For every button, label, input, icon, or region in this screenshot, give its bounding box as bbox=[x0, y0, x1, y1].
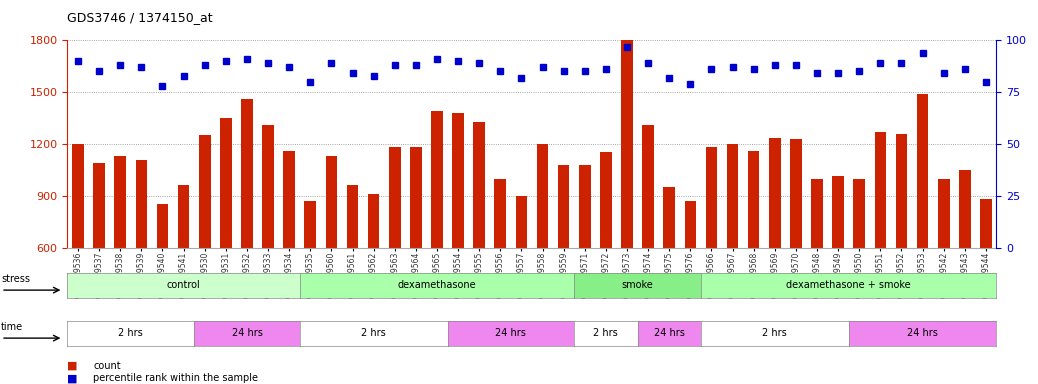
Text: 2 hrs: 2 hrs bbox=[361, 328, 386, 338]
Bar bbox=[347, 185, 358, 248]
Bar bbox=[917, 94, 928, 248]
Bar bbox=[812, 179, 823, 248]
Bar bbox=[389, 147, 401, 248]
Bar bbox=[853, 179, 865, 248]
Text: 24 hrs: 24 hrs bbox=[495, 328, 526, 338]
Text: time: time bbox=[1, 322, 23, 332]
Bar bbox=[938, 179, 950, 248]
Bar bbox=[304, 201, 317, 248]
Text: dexamethasone + smoke: dexamethasone + smoke bbox=[787, 280, 911, 290]
Bar bbox=[453, 113, 464, 248]
Bar bbox=[326, 156, 337, 248]
Bar bbox=[473, 121, 485, 248]
Bar bbox=[73, 144, 84, 248]
Bar bbox=[516, 196, 527, 248]
Bar bbox=[177, 185, 189, 248]
Text: ■: ■ bbox=[67, 361, 78, 371]
Bar bbox=[727, 144, 738, 248]
Text: control: control bbox=[167, 280, 200, 290]
Bar bbox=[875, 132, 886, 248]
Bar bbox=[832, 176, 844, 248]
Bar bbox=[684, 201, 696, 248]
Bar bbox=[410, 147, 421, 248]
Text: ■: ■ bbox=[67, 373, 78, 383]
Bar bbox=[747, 151, 760, 248]
Bar bbox=[157, 205, 168, 248]
Bar bbox=[263, 125, 274, 248]
Bar bbox=[537, 144, 548, 248]
Text: 24 hrs: 24 hrs bbox=[654, 328, 685, 338]
Text: count: count bbox=[93, 361, 121, 371]
Bar bbox=[557, 165, 570, 248]
Bar bbox=[790, 139, 801, 248]
Bar bbox=[367, 194, 380, 248]
Bar bbox=[769, 138, 781, 248]
Bar bbox=[114, 156, 126, 248]
Bar bbox=[980, 199, 991, 248]
Bar bbox=[136, 160, 147, 248]
Text: 24 hrs: 24 hrs bbox=[231, 328, 263, 338]
Bar bbox=[431, 111, 443, 248]
Text: 2 hrs: 2 hrs bbox=[118, 328, 143, 338]
Bar bbox=[600, 152, 611, 248]
Bar bbox=[241, 99, 252, 248]
Text: GDS3746 / 1374150_at: GDS3746 / 1374150_at bbox=[67, 12, 213, 25]
Text: 2 hrs: 2 hrs bbox=[594, 328, 619, 338]
Bar bbox=[643, 125, 654, 248]
Bar bbox=[959, 170, 971, 248]
Bar bbox=[199, 136, 211, 248]
Bar bbox=[579, 165, 591, 248]
Bar bbox=[706, 147, 717, 248]
Bar bbox=[663, 187, 675, 248]
Text: 2 hrs: 2 hrs bbox=[762, 328, 787, 338]
Bar bbox=[896, 134, 907, 248]
Bar bbox=[621, 40, 633, 248]
Text: percentile rank within the sample: percentile rank within the sample bbox=[93, 373, 258, 383]
Bar bbox=[283, 151, 295, 248]
Text: stress: stress bbox=[1, 274, 30, 284]
Bar bbox=[93, 163, 105, 248]
Text: dexamethasone: dexamethasone bbox=[398, 280, 476, 290]
Text: 24 hrs: 24 hrs bbox=[907, 328, 938, 338]
Bar bbox=[220, 118, 231, 248]
Text: smoke: smoke bbox=[622, 280, 653, 290]
Bar bbox=[494, 179, 507, 248]
